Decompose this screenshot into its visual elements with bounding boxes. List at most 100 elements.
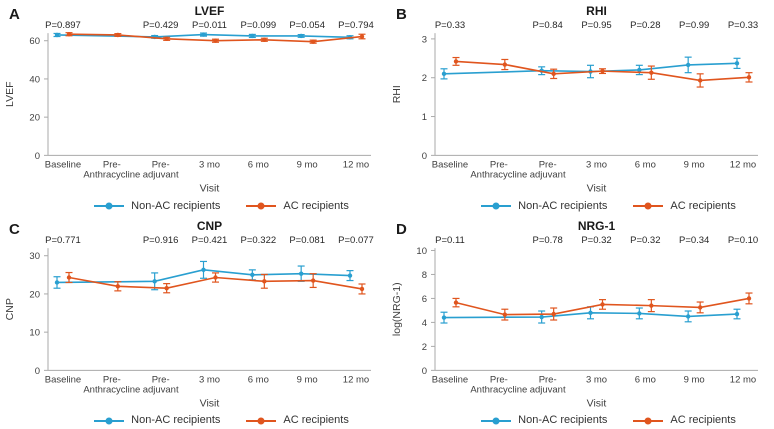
p-value-label: P=0.78: [532, 235, 562, 246]
p-value-label: P=0.33: [435, 20, 465, 31]
non-ac-dot-icon: [492, 202, 500, 210]
non-ac-line-marker-icon: [94, 202, 125, 210]
panel-c-cnp: 0 10 20 30 Baseline Pre- Anthracycline Pre-adju…: [0, 215, 387, 429]
y-tick-label: 30: [29, 251, 40, 262]
data-point: [66, 274, 72, 280]
y-tick-label: 1: [422, 112, 427, 123]
y-axis-label: CNP: [4, 298, 16, 320]
data-point: [734, 311, 740, 316]
x-tick-label: Pre-: [103, 159, 121, 170]
p-value-label: P=0.077: [338, 235, 374, 246]
legend-label-ac: AC recipients: [670, 414, 736, 426]
x-tick-label: 9 mo: [684, 159, 705, 170]
y-axis-label: LVEF: [4, 81, 16, 107]
legend-item-ac: AC recipients: [246, 199, 349, 212]
y-tick-label: 60: [29, 36, 40, 47]
x-tick-label: Baseline: [432, 159, 468, 170]
x-tick-label: 12 mo: [343, 374, 369, 385]
data-point: [310, 39, 316, 44]
x-tick-label: Anthracycline: [470, 384, 527, 395]
chart-title: CNP: [197, 219, 222, 233]
data-point: [697, 304, 703, 310]
data-point: [262, 278, 267, 284]
data-point: [298, 33, 304, 39]
non-ac-line-marker-icon: [481, 417, 512, 424]
y-tick-label: 20: [29, 289, 40, 300]
x-tick-label: 3 mo: [586, 159, 607, 170]
y-tick-label: 40: [29, 74, 40, 85]
p-value-label: P=0.897: [45, 20, 81, 31]
y-tick-label: 4: [422, 317, 427, 328]
data-point: [685, 313, 691, 319]
p-value-label: P=0.322: [241, 235, 277, 246]
y-tick-label: 0: [422, 365, 427, 376]
non-ac-dot-icon: [105, 417, 113, 424]
data-point: [637, 67, 642, 73]
x-tick-label: Pre-: [490, 374, 508, 385]
non-ac-line-marker-icon: [94, 417, 125, 424]
legend-label-non-ac: Non-AC recipients: [518, 199, 608, 212]
chart-title: LVEF: [195, 4, 225, 18]
ac-dot-icon: [644, 417, 652, 424]
x-tick-label: 6 mo: [248, 159, 269, 170]
panel-letter: A: [9, 6, 20, 23]
x-tick-label: Baseline: [45, 374, 81, 385]
x-tick-label: 3 mo: [586, 374, 607, 385]
legend-label-non-ac: Non-AC recipients: [518, 414, 608, 426]
data-point: [502, 311, 508, 317]
y-axis-label: RHI: [391, 85, 403, 103]
data-point: [453, 299, 459, 305]
legend-item-ac: AC recipients: [633, 200, 736, 212]
x-tick-label: Pre-: [103, 374, 121, 385]
p-value-label: P=0.429: [143, 20, 179, 31]
data-point: [600, 68, 605, 74]
data-point: [201, 267, 206, 272]
x-tick-label: 9 mo: [297, 374, 318, 385]
legend-label-ac: AC recipients: [283, 199, 349, 212]
legend-label-non-ac: Non-AC recipients: [131, 199, 221, 212]
x-tick-label: 12 mo: [730, 374, 756, 385]
x-tick-label: 3 mo: [199, 374, 220, 385]
x-tick-label: Anthracycline: [83, 384, 140, 395]
chart-legend: Non-AC recipients AC recipients: [0, 199, 387, 212]
data-point: [201, 32, 206, 37]
legend-item-ac: AC recipients: [633, 414, 736, 426]
p-value-label: P=0.34: [679, 235, 709, 246]
y-tick-label: 2: [422, 341, 427, 352]
data-point: [310, 277, 316, 283]
legend-item-non-ac: Non-AC recipients: [94, 199, 221, 212]
x-tick-label: 9 mo: [684, 374, 705, 385]
y-tick-label: 10: [416, 245, 427, 256]
x-tick-label: Pre-: [539, 159, 557, 170]
data-point: [54, 279, 60, 285]
data-point: [213, 38, 218, 43]
data-point: [600, 301, 605, 307]
data-point: [746, 75, 752, 80]
x-tick-label: adjuvant: [143, 169, 179, 180]
legend-label-non-ac: Non-AC recipients: [131, 414, 221, 426]
p-value-label: P=0.11: [435, 235, 465, 246]
ac-dot-icon: [644, 202, 652, 210]
p-value-label: P=0.916: [143, 235, 179, 246]
panel-a-lvef: 0 20 40 60 Baseline Pre- Anthracycline Pre-adju…: [0, 0, 387, 215]
x-axis-label: Visit: [200, 397, 220, 409]
data-point: [298, 270, 304, 276]
ac-line-marker-icon: [633, 202, 664, 210]
legend-item-non-ac: Non-AC recipients: [481, 415, 607, 426]
p-value-label: P=0.99: [679, 20, 709, 31]
data-point: [164, 285, 169, 290]
data-point: [115, 283, 121, 288]
chart-legend: Non-AC recipients AC recipients: [387, 199, 774, 212]
data-point: [262, 37, 267, 42]
y-tick-label: 20: [29, 113, 40, 124]
data-point: [637, 310, 642, 316]
legend-label-ac: AC recipients: [283, 414, 349, 426]
p-value-label: P=0.011: [192, 20, 227, 31]
data-point: [250, 33, 255, 39]
data-point: [539, 314, 544, 319]
